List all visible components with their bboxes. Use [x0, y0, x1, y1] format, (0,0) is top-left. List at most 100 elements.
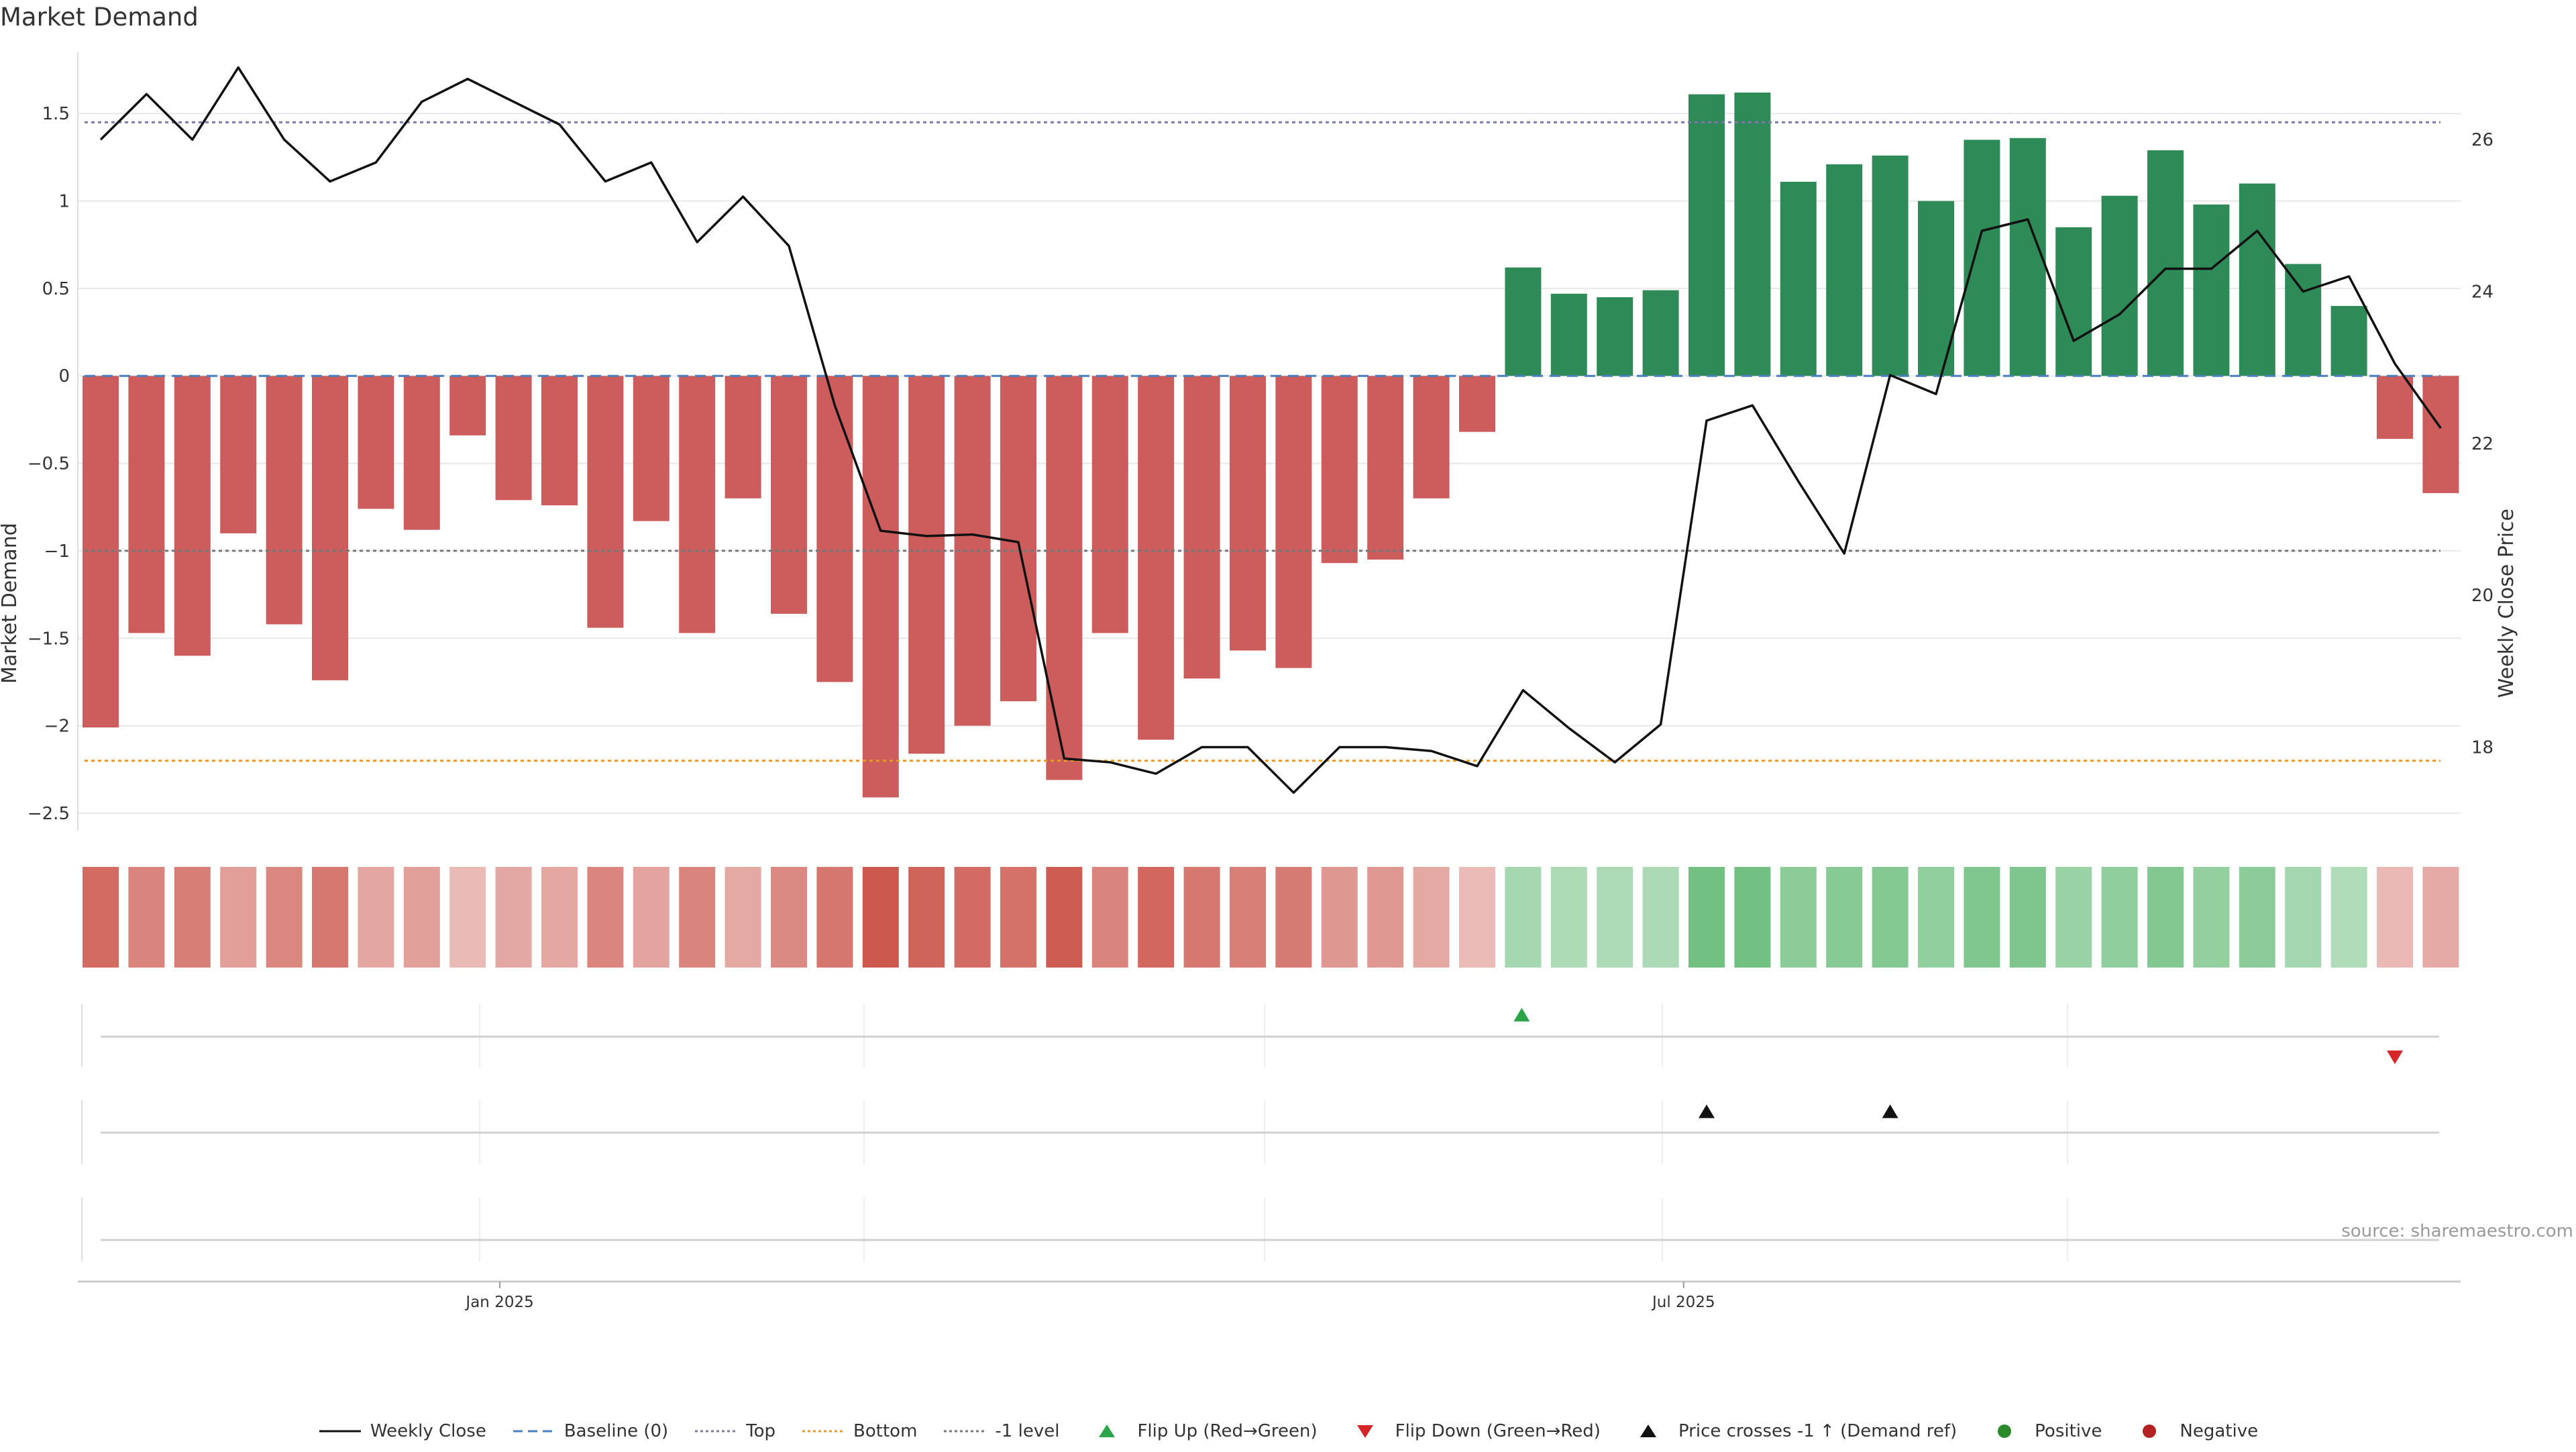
demand-bar: [541, 376, 578, 506]
demand-bar: [2193, 204, 2230, 376]
legend-label: Weekly Close: [370, 1421, 486, 1441]
demand-bar: [174, 376, 211, 656]
legend-swatch: [1085, 1422, 1129, 1440]
heat-cell: [2009, 867, 2046, 968]
heat-cell: [2055, 867, 2092, 968]
legend-swatch: [801, 1422, 845, 1440]
heat-cell: [174, 867, 211, 968]
legend-item: Bottom: [801, 1421, 917, 1441]
demand-bar: [1000, 376, 1036, 702]
heat-cell: [1597, 867, 1633, 968]
heat-cell: [1918, 867, 1954, 968]
heat-cell: [1826, 867, 1863, 968]
demand-bar: [403, 376, 440, 530]
demand-bar: [2009, 138, 2046, 376]
demand-bar: [266, 376, 303, 625]
legend-label: Bottom: [853, 1421, 918, 1441]
heat-cell: [2377, 867, 2413, 968]
heat-cell: [1138, 867, 1175, 968]
heat-cell: [1230, 867, 1266, 968]
legend-label: Negative: [2180, 1421, 2259, 1441]
right-tick-label: 26: [2471, 130, 2493, 150]
left-tick-label: 1: [58, 192, 70, 212]
heat-cell: [1321, 867, 1358, 968]
legend-item: Price crosses -1 ↑ (Demand ref): [1626, 1421, 1957, 1441]
left-tick-label: −1: [44, 541, 70, 562]
legend-item: Flip Up (Red→Green): [1085, 1421, 1318, 1441]
right-tick-label: 22: [2471, 434, 2493, 454]
heat-cell: [1367, 867, 1404, 968]
heat-cell: [2101, 867, 2138, 968]
legend-label: Flip Down (Green→Red): [1395, 1421, 1601, 1441]
demand-bar: [312, 376, 348, 680]
flip-down-marker: [2387, 1050, 2403, 1064]
left-tick-label: 1.5: [42, 104, 70, 124]
demand-bar: [1826, 164, 1863, 376]
demand-bar: [1918, 201, 1954, 376]
demand-bar: [2422, 376, 2459, 493]
legend-item: Flip Down (Green→Red): [1343, 1421, 1601, 1441]
heat-cell: [312, 867, 348, 968]
demand-bar: [587, 376, 624, 628]
demand-bar: [908, 376, 945, 754]
heat-cell: [771, 867, 807, 968]
heat-cell: [403, 867, 440, 968]
demand-bar: [1734, 92, 1771, 376]
heat-cell: [1183, 867, 1220, 968]
heat-cell: [83, 867, 119, 968]
demand-bar: [1597, 297, 1633, 376]
legend-label: -1 level: [995, 1421, 1060, 1441]
left-tick-label: −1.5: [28, 629, 70, 649]
demand-bar: [2147, 150, 2184, 376]
heat-cell: [495, 867, 532, 968]
legend-swatch: [512, 1422, 556, 1440]
demand-bar: [2239, 183, 2275, 376]
source-note: source: sharemaestro.com: [2341, 1221, 2573, 1241]
legend-swatch: [318, 1422, 362, 1440]
demand-bar: [771, 376, 807, 614]
demand-bar: [1091, 376, 1128, 633]
heat-cell: [1872, 867, 1909, 968]
heat-cell: [2422, 867, 2459, 968]
left-tick-label: 0: [58, 366, 70, 386]
legend-item: -1 level: [943, 1421, 1059, 1441]
heat-cell: [587, 867, 624, 968]
demand-bar: [1642, 290, 1679, 376]
demand-bar: [2101, 195, 2138, 376]
legend-swatch: [2127, 1422, 2171, 1440]
demand-bar: [1367, 376, 1404, 560]
heat-cell: [724, 867, 761, 968]
demand-bar: [449, 376, 486, 435]
demand-bar: [816, 376, 853, 682]
demand-bar: [1780, 181, 1817, 376]
legend-item: Positive: [1982, 1421, 2102, 1441]
demand-bar: [2055, 227, 2092, 376]
left-tick-label: −2: [44, 717, 70, 737]
demand-bar: [128, 376, 165, 633]
legend-label: Flip Up (Red→Green): [1137, 1421, 1318, 1441]
demand-bar: [495, 376, 532, 501]
demand-bar: [1138, 376, 1175, 740]
heat-cell: [908, 867, 945, 968]
demand-bar: [2330, 305, 2367, 376]
left-tick-label: −0.5: [28, 454, 70, 474]
legend-label: Baseline (0): [564, 1421, 669, 1441]
legend-swatch: [1982, 1422, 2027, 1440]
heat-cell: [2147, 867, 2184, 968]
heat-cell: [1642, 867, 1679, 968]
x-tick-label: Jul 2025: [1651, 1294, 1715, 1311]
heat-cell: [954, 867, 991, 968]
legend-item: Top: [694, 1421, 775, 1441]
heat-cell: [862, 867, 899, 968]
heat-cell: [220, 867, 257, 968]
heat-cell: [633, 867, 669, 968]
demand-bar: [1964, 140, 2000, 376]
heat-cell: [1550, 867, 1587, 968]
demand-bar: [1505, 267, 1542, 376]
chart-title: Market Demand: [0, 3, 199, 32]
legend-label: Price crosses -1 ↑ (Demand ref): [1678, 1421, 1957, 1441]
legend-label: Top: [746, 1421, 776, 1441]
heat-cell: [1000, 867, 1036, 968]
y-axis-label-right: Weekly Close Price: [2495, 509, 2518, 698]
